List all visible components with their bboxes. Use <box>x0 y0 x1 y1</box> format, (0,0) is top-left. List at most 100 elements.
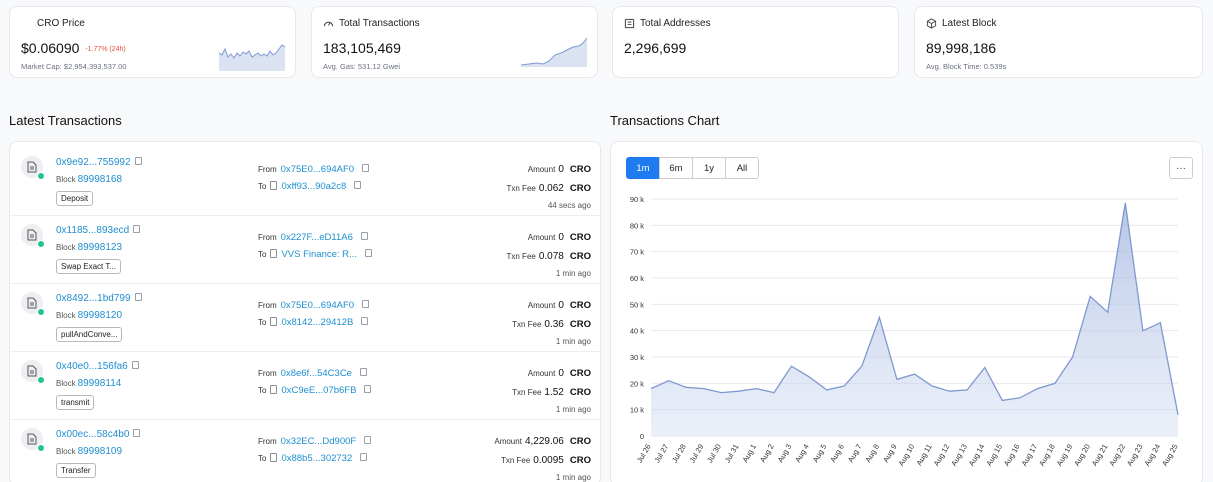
from-address-link[interactable]: 0x32EC...Dd900F <box>280 436 357 447</box>
transaction-hash-link[interactable]: 0x00ec...58c4b0 <box>56 429 130 440</box>
data-point[interactable] <box>878 316 880 318</box>
amount-unit: CRO <box>569 232 591 243</box>
data-point[interactable] <box>650 387 652 389</box>
cro-logo-icon <box>21 18 32 29</box>
data-point[interactable] <box>1054 382 1056 384</box>
data-point[interactable] <box>808 376 810 378</box>
copy-icon[interactable] <box>132 291 142 301</box>
copy-icon[interactable] <box>362 247 372 257</box>
data-point[interactable] <box>720 391 722 393</box>
to-address-link[interactable]: 0xff93...90a2c8 <box>281 181 347 192</box>
data-point[interactable] <box>738 390 740 392</box>
data-point[interactable] <box>1124 202 1126 204</box>
copy-icon[interactable] <box>131 223 141 233</box>
data-point[interactable] <box>703 387 705 389</box>
transaction-hash-link[interactable]: 0x8492...1bd799 <box>56 293 131 304</box>
cro-price-sparkline <box>219 44 285 71</box>
transactions-chart-title: Transactions Chart <box>610 113 720 128</box>
data-point[interactable] <box>790 365 792 367</box>
data-point[interactable] <box>1036 387 1038 389</box>
latest-block-value[interactable]: 89,998,186 <box>926 40 997 56</box>
from-address-link[interactable]: 0x75E0...694AF0 <box>280 164 355 175</box>
chart-menu-button[interactable]: ··· <box>1169 157 1193 179</box>
range-button-1y[interactable]: 1y <box>692 157 726 179</box>
data-point[interactable] <box>966 389 968 391</box>
data-point[interactable] <box>1019 397 1021 399</box>
copy-icon[interactable] <box>131 427 141 437</box>
data-point[interactable] <box>1159 322 1161 324</box>
data-point[interactable] <box>825 389 827 391</box>
transaction-hash-link[interactable]: 0x1185...893ecd <box>56 225 130 236</box>
data-point[interactable] <box>1001 399 1003 401</box>
block-label: Block <box>56 379 76 388</box>
y-tick-label: 50 k <box>630 300 644 309</box>
range-button-all[interactable]: All <box>725 157 759 179</box>
data-point[interactable] <box>913 373 915 375</box>
amount-value: 4,229.06 <box>524 436 564 447</box>
copy-icon[interactable] <box>360 162 370 172</box>
copy-icon[interactable] <box>362 434 372 444</box>
to-address-link[interactable]: 0x8142...29412B <box>281 317 354 328</box>
range-button-6m[interactable]: 6m <box>659 157 693 179</box>
block-number-link[interactable]: 89998114 <box>77 378 122 389</box>
transaction-hash-link[interactable]: 0x9e92...755992 <box>56 157 131 168</box>
data-point[interactable] <box>843 385 845 387</box>
data-point[interactable] <box>861 365 863 367</box>
y-tick-label: 10 k <box>630 406 644 415</box>
data-point[interactable] <box>667 380 669 382</box>
cro-price-card: CRO Price $0.06090 -1.77% (24h) Market C… <box>9 6 296 78</box>
block-number-link[interactable]: 89998123 <box>77 242 123 253</box>
data-point[interactable] <box>948 390 950 392</box>
latest-transactions-list: 0x9e92...755992 Block 89998168 Deposit From 0… <box>9 141 601 482</box>
copy-icon[interactable] <box>360 298 370 308</box>
amount-unit: CRO <box>569 300 591 311</box>
copy-icon[interactable] <box>359 315 369 325</box>
block-number-link[interactable]: 89998168 <box>77 174 123 185</box>
block-label: Block <box>56 243 76 252</box>
transaction-hash-link[interactable]: 0x40e0...156fa6 <box>56 361 128 372</box>
to-label: To <box>258 454 267 463</box>
x-tick-label: Aug 22 <box>1107 443 1127 468</box>
x-tick-label: Jul 30 <box>705 443 723 465</box>
data-point[interactable] <box>685 386 687 388</box>
transaction-document-icon <box>21 156 45 180</box>
transaction-row: 0x1185...893ecd Block 89998123 Swap Exact T… <box>10 216 600 284</box>
copy-icon[interactable] <box>357 366 367 376</box>
from-address-link[interactable]: 0x8e6f...54C3Ce <box>280 368 352 379</box>
total-transactions-sparkline <box>521 37 587 67</box>
to-address-link[interactable]: VVS Finance: R... <box>281 249 357 260</box>
data-point[interactable] <box>896 378 898 380</box>
data-point[interactable] <box>1089 295 1091 297</box>
x-tick-label: Aug 5 <box>811 443 829 464</box>
data-point[interactable] <box>931 385 933 387</box>
x-tick-label: Jul 27 <box>652 443 670 465</box>
data-point[interactable] <box>773 391 775 393</box>
copy-icon[interactable] <box>358 230 368 240</box>
to-address-link[interactable]: 0x88b5...302732 <box>281 453 353 464</box>
from-address-link[interactable]: 0x227F...eD11A6 <box>280 232 353 243</box>
total-transactions-value: 183,105,469 <box>323 40 401 56</box>
to-address-link[interactable]: 0xC9eE...07b6FB <box>281 385 357 396</box>
range-button-1m[interactable]: 1m <box>626 157 660 179</box>
y-tick-label: 0 <box>640 432 644 441</box>
transaction-document-icon <box>21 428 45 452</box>
data-point[interactable] <box>755 387 757 389</box>
x-tick-label: Aug 8 <box>863 443 881 464</box>
data-point[interactable] <box>984 366 986 368</box>
total-addresses-value: 2,296,699 <box>624 40 687 56</box>
data-point[interactable] <box>1177 414 1179 416</box>
copy-icon[interactable] <box>362 383 372 393</box>
copy-icon[interactable] <box>352 179 362 189</box>
copy-icon[interactable] <box>132 155 142 165</box>
block-number-link[interactable]: 89998120 <box>77 310 123 321</box>
block-number-link[interactable]: 89998109 <box>77 446 123 457</box>
contract-icon <box>270 249 278 258</box>
data-point[interactable] <box>1107 311 1109 313</box>
data-point[interactable] <box>1071 356 1073 358</box>
copy-icon[interactable] <box>358 451 368 461</box>
data-point[interactable] <box>1142 329 1144 331</box>
from-address-link[interactable]: 0x75E0...694AF0 <box>280 300 355 311</box>
latest-block-title: Latest Block <box>942 17 997 29</box>
transaction-age: 44 secs ago <box>547 201 591 210</box>
copy-icon[interactable] <box>129 359 139 369</box>
